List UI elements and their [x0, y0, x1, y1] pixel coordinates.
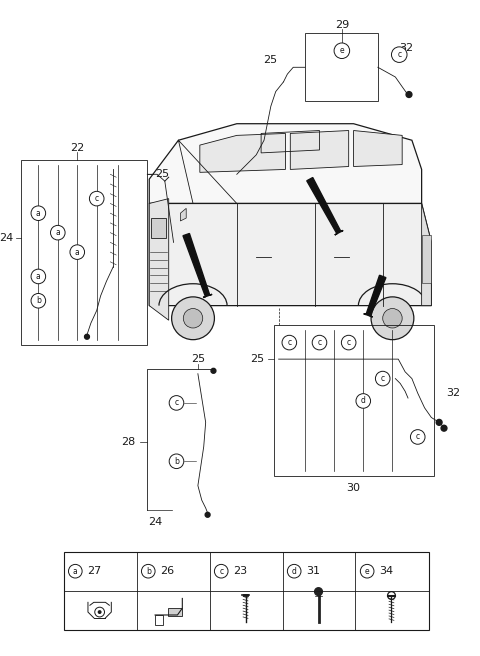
- Text: a: a: [75, 247, 80, 256]
- Text: c: c: [219, 567, 223, 576]
- Polygon shape: [307, 178, 343, 235]
- Circle shape: [312, 335, 327, 350]
- Text: 30: 30: [347, 483, 360, 493]
- Text: c: c: [287, 338, 291, 347]
- Text: 32: 32: [399, 43, 413, 53]
- Text: c: c: [416, 432, 420, 441]
- Polygon shape: [183, 234, 212, 297]
- Polygon shape: [200, 133, 286, 173]
- Circle shape: [31, 293, 46, 308]
- Text: d: d: [292, 567, 297, 576]
- Circle shape: [341, 335, 356, 350]
- Polygon shape: [421, 203, 432, 306]
- Text: 22: 22: [70, 143, 84, 153]
- Text: 29: 29: [335, 20, 349, 30]
- Polygon shape: [180, 209, 186, 221]
- Circle shape: [406, 92, 412, 98]
- Bar: [151, 218, 166, 237]
- Text: a: a: [36, 272, 41, 281]
- Circle shape: [169, 454, 184, 468]
- Bar: [21, 159, 147, 344]
- Circle shape: [387, 592, 396, 600]
- Text: 28: 28: [121, 437, 136, 447]
- Bar: [64, 552, 430, 630]
- Text: e: e: [365, 567, 370, 576]
- Text: d: d: [361, 396, 366, 405]
- Circle shape: [31, 269, 46, 284]
- Text: 25: 25: [191, 354, 205, 364]
- Polygon shape: [364, 276, 386, 317]
- Circle shape: [98, 610, 102, 614]
- Circle shape: [69, 564, 82, 578]
- Circle shape: [282, 335, 297, 350]
- Text: e: e: [339, 47, 344, 55]
- Circle shape: [95, 607, 105, 617]
- Text: a: a: [36, 209, 41, 218]
- Text: 32: 32: [446, 388, 460, 398]
- Circle shape: [314, 588, 323, 596]
- Polygon shape: [149, 199, 168, 320]
- Circle shape: [169, 396, 184, 410]
- Circle shape: [383, 308, 402, 328]
- Circle shape: [183, 308, 203, 328]
- Circle shape: [392, 47, 407, 62]
- Bar: [421, 235, 432, 283]
- Text: 31: 31: [306, 566, 320, 576]
- Circle shape: [375, 371, 390, 386]
- Text: b: b: [146, 567, 151, 576]
- Polygon shape: [290, 131, 348, 169]
- Polygon shape: [354, 131, 402, 167]
- Text: c: c: [174, 398, 179, 407]
- Circle shape: [89, 192, 104, 206]
- Text: b: b: [36, 297, 41, 305]
- Circle shape: [371, 297, 414, 340]
- Circle shape: [142, 564, 155, 578]
- Bar: [274, 325, 434, 476]
- Polygon shape: [149, 203, 432, 306]
- Text: 26: 26: [160, 566, 174, 576]
- Text: 24: 24: [148, 517, 162, 527]
- Text: 23: 23: [233, 566, 247, 576]
- Text: 25: 25: [264, 56, 277, 66]
- Text: 34: 34: [379, 566, 393, 576]
- Circle shape: [441, 425, 447, 431]
- Bar: [155, 615, 163, 625]
- Circle shape: [410, 430, 425, 444]
- Circle shape: [84, 335, 89, 339]
- Polygon shape: [149, 124, 421, 203]
- Text: 27: 27: [87, 566, 101, 576]
- Circle shape: [31, 206, 46, 220]
- Text: c: c: [317, 338, 322, 347]
- Circle shape: [360, 564, 374, 578]
- Circle shape: [211, 369, 216, 373]
- Text: 25: 25: [155, 169, 169, 179]
- Circle shape: [356, 394, 371, 408]
- Text: 24: 24: [0, 232, 13, 243]
- Text: 25: 25: [250, 354, 264, 364]
- Text: c: c: [95, 194, 99, 203]
- Circle shape: [172, 297, 215, 340]
- Text: c: c: [347, 338, 351, 347]
- Circle shape: [334, 43, 349, 58]
- Circle shape: [288, 564, 301, 578]
- Text: a: a: [73, 567, 78, 576]
- Text: a: a: [55, 228, 60, 237]
- Bar: [168, 608, 182, 616]
- Circle shape: [436, 419, 442, 425]
- Text: c: c: [381, 374, 385, 383]
- Text: b: b: [174, 457, 179, 466]
- Circle shape: [70, 245, 84, 259]
- Bar: [305, 33, 378, 101]
- Circle shape: [215, 564, 228, 578]
- Circle shape: [50, 226, 65, 240]
- Circle shape: [205, 512, 210, 517]
- Text: c: c: [397, 50, 401, 59]
